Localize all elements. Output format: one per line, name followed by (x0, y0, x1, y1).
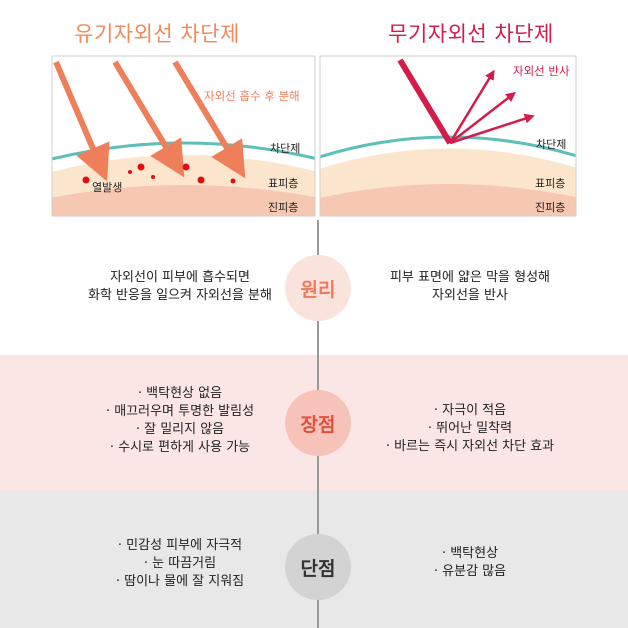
advantage-badge: 장점 (285, 390, 351, 456)
reflect-arrow (449, 113, 535, 145)
dermis-label: 진피층 (535, 201, 565, 214)
list-item: · 뛰어난 밀착력 (427, 421, 513, 436)
list-item: · 유분감 많음 (433, 564, 507, 579)
text-line: 화학 반응을 일으켜 자외선을 분해 (88, 288, 272, 303)
list-item: · 백탁현상 (441, 546, 499, 561)
uv-reflect-label: 자외선 반사 (513, 64, 570, 78)
epidermis-label: 표피층 (268, 177, 298, 190)
inorganic-title: 무기자외선 차단제 (388, 22, 554, 46)
comparison-figures: 자외선 흡수 후 분해 차단제 열발생 표피층 진피층 자외선 반사 차단제 표… (51, 55, 577, 217)
filter-label: 차단제 (270, 142, 300, 155)
heat-dot (151, 175, 155, 179)
uv-arrow (53, 60, 110, 182)
text-line: 자외선이 피부에 흡수되면 (110, 270, 250, 285)
list-item: · 백탁현상 없음 (137, 386, 223, 401)
heat-dot (197, 176, 205, 184)
disadvantage-organic-list: · 민감성 피부에 자극적 · 눈 따끔거림 · 땀이나 물에 잘 지워짐 (50, 537, 310, 591)
list-item: · 바르는 즉시 자외선 차단 효과 (385, 439, 555, 454)
list-item: · 수시로 편하게 사용 가능 (109, 440, 251, 455)
list-item: · 매끄러우며 투명한 발림성 (105, 404, 255, 419)
heat-dot (128, 170, 132, 174)
disadvantage-badge: 단점 (285, 534, 351, 600)
advantage-inorganic-list: · 자극이 적음 · 뛰어난 밀착력 · 바르는 즉시 자외선 차단 효과 (340, 402, 600, 456)
uv-arrow (112, 60, 185, 178)
uv-arrow (172, 60, 246, 179)
principle-inorganic-text: 피부 표면에 얇은 막을 형성해 자외선을 반사 (340, 269, 600, 305)
uv-absorb-label: 자외선 흡수 후 분해 (204, 89, 300, 103)
dermis-label: 진피층 (268, 201, 298, 214)
advantage-organic-list: · 백탁현상 없음 · 매끄러우며 투명한 발림성 · 잘 밀리지 않음 · 수… (50, 385, 310, 457)
epidermis-label: 표피층 (535, 177, 565, 190)
principle-organic-text: 자외선이 피부에 흡수되면 화학 반응을 일으켜 자외선을 분해 (50, 269, 310, 305)
disadvantage-inorganic-list: · 백탁현상 · 유분감 많음 (340, 545, 600, 581)
heat-label: 열발생 (92, 181, 122, 194)
list-item: · 눈 따끔거림 (143, 556, 217, 571)
heat-dot (230, 178, 236, 184)
dermis-layer (52, 185, 315, 216)
list-item: · 자극이 적음 (433, 403, 507, 418)
principle-badge: 원리 (285, 255, 351, 321)
heat-dot (137, 163, 145, 171)
heat-dot (182, 163, 190, 171)
list-item: · 잘 밀리지 않음 (135, 422, 225, 437)
reflect-arrow (449, 91, 516, 144)
reflect-arrow (448, 69, 495, 144)
uv-arrow (397, 58, 453, 145)
organic-title: 유기자외선 차단제 (74, 22, 240, 46)
list-item: · 민감성 피부에 자극적 (117, 538, 243, 553)
heat-dot (82, 176, 90, 184)
organic-figure (52, 56, 315, 216)
dermis-layer (320, 184, 576, 216)
text-line: 자외선을 반사 (432, 288, 508, 303)
filter-label: 차단제 (536, 138, 566, 151)
list-item: · 땀이나 물에 잘 지워짐 (115, 574, 245, 589)
text-line: 피부 표면에 얇은 막을 형성해 (389, 270, 551, 285)
inorganic-figure (320, 56, 576, 216)
